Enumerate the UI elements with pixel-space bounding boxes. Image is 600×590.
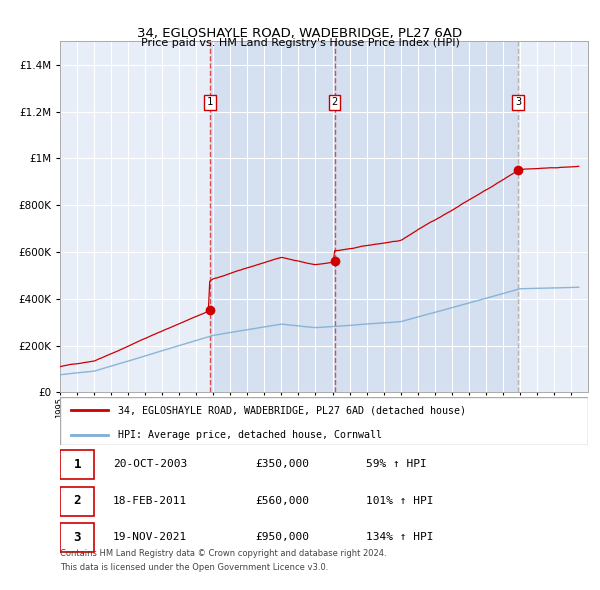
Text: 3: 3 [74, 531, 81, 544]
Text: This data is licensed under the Open Government Licence v3.0.: This data is licensed under the Open Gov… [60, 563, 328, 572]
Bar [335, 41, 518, 392]
Text: 1: 1 [207, 97, 213, 107]
Text: £350,000: £350,000 [256, 460, 310, 469]
Text: Price paid vs. HM Land Registry's House Price Index (HPI): Price paid vs. HM Land Registry's House … [140, 38, 460, 48]
Text: 3: 3 [515, 97, 521, 107]
Text: 34, EGLOSHAYLE ROAD, WADEBRIDGE, PL27 6AD: 34, EGLOSHAYLE ROAD, WADEBRIDGE, PL27 6A… [137, 27, 463, 40]
Text: £950,000: £950,000 [256, 533, 310, 542]
Text: 2: 2 [74, 494, 81, 507]
Text: Contains HM Land Registry data © Crown copyright and database right 2024.: Contains HM Land Registry data © Crown c… [60, 549, 386, 558]
Text: £560,000: £560,000 [256, 496, 310, 506]
Bar [210, 41, 335, 392]
Text: 1: 1 [74, 458, 81, 471]
Text: HPI: Average price, detached house, Cornwall: HPI: Average price, detached house, Corn… [118, 430, 382, 440]
FancyBboxPatch shape [60, 397, 588, 445]
Text: 20-OCT-2003: 20-OCT-2003 [113, 460, 187, 469]
FancyBboxPatch shape [60, 450, 94, 479]
Text: 34, EGLOSHAYLE ROAD, WADEBRIDGE, PL27 6AD (detached house): 34, EGLOSHAYLE ROAD, WADEBRIDGE, PL27 6A… [118, 405, 466, 415]
Text: 134% ↑ HPI: 134% ↑ HPI [366, 533, 434, 542]
FancyBboxPatch shape [60, 523, 94, 552]
Text: 101% ↑ HPI: 101% ↑ HPI [366, 496, 434, 506]
Text: 2: 2 [331, 97, 338, 107]
Text: 18-FEB-2011: 18-FEB-2011 [113, 496, 187, 506]
FancyBboxPatch shape [60, 487, 94, 516]
Text: 59% ↑ HPI: 59% ↑ HPI [366, 460, 427, 469]
Text: 19-NOV-2021: 19-NOV-2021 [113, 533, 187, 542]
